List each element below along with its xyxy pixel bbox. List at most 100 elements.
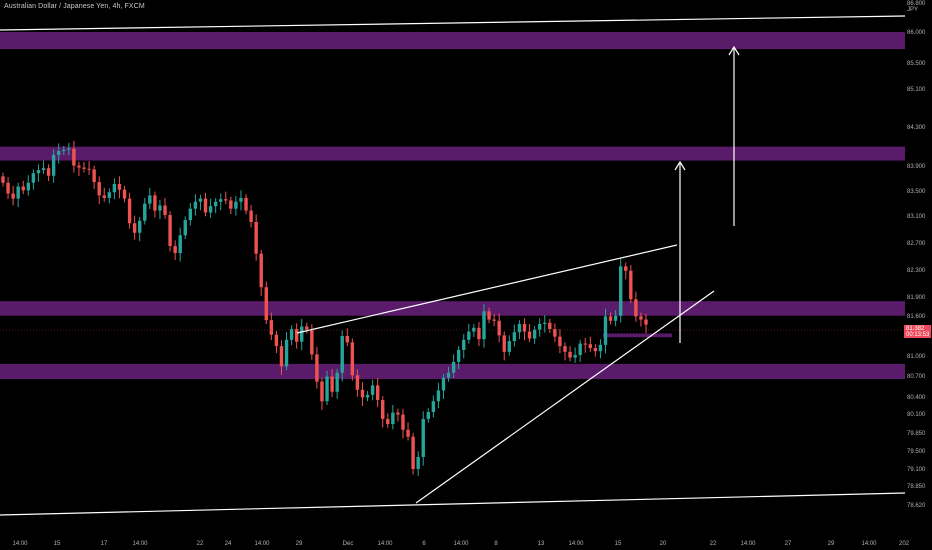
candle-108	[548, 318, 552, 333]
candle-body-50	[254, 222, 258, 254]
candle-113	[573, 347, 577, 363]
candle-body-123	[624, 266, 628, 271]
candle-47	[239, 190, 243, 211]
candle-body-102	[517, 323, 522, 333]
candle-body-59	[300, 326, 304, 342]
candle-16	[82, 161, 86, 173]
price-tick-8: 82.700	[907, 241, 926, 247]
candle-body-120	[608, 316, 613, 321]
candle-body-81	[411, 436, 415, 469]
candle-27	[138, 216, 142, 242]
candle-body-92	[467, 331, 471, 340]
candle-body-58	[294, 329, 299, 342]
candle-body-23	[117, 184, 122, 190]
candle-118	[598, 339, 603, 359]
time-tick-16: 20	[660, 541, 667, 547]
time-tick-5: 24	[225, 541, 232, 547]
candle-79	[401, 408, 405, 439]
candle-body-60	[305, 326, 309, 330]
last-price-value: 81.382	[906, 326, 925, 332]
candle-44	[224, 191, 228, 205]
candle-112	[568, 346, 572, 362]
candle-54	[274, 330, 279, 354]
currency-label: JPY	[907, 7, 919, 13]
candle-100	[507, 335, 511, 356]
candle-57	[289, 325, 294, 346]
candle-body-108	[548, 322, 552, 330]
candle-body-124	[629, 270, 633, 300]
candle-45	[229, 196, 233, 215]
candle-body-14	[72, 148, 76, 166]
candle-body-1	[6, 182, 10, 194]
candle-101	[512, 324, 517, 347]
candle-body-15	[77, 165, 81, 168]
candle-body-41	[208, 206, 213, 213]
candle-93	[472, 323, 476, 337]
candle-49	[249, 204, 253, 228]
candle-63	[320, 377, 324, 410]
candle-body-82	[416, 456, 420, 469]
candle-12	[62, 146, 66, 155]
candle-0	[1, 172, 5, 187]
candle-34	[173, 240, 177, 260]
candle-body-127	[644, 319, 648, 325]
candle-81	[411, 432, 415, 475]
candle-body-13	[67, 148, 71, 150]
price-tick-4: 84.300	[907, 125, 926, 131]
candle-38	[193, 194, 198, 216]
candle-body-39	[198, 198, 203, 202]
time-tick-8: Dec	[343, 541, 354, 547]
candle-125	[634, 291, 638, 322]
price-tick-11: 81.600	[907, 314, 926, 320]
candle-52	[264, 281, 268, 324]
supply-demand-zones	[0, 32, 905, 380]
candle-59	[300, 318, 304, 351]
candle-body-37	[188, 208, 193, 221]
candle-body-19	[97, 182, 101, 196]
candle-body-63	[320, 381, 324, 402]
candle-body-46	[234, 201, 238, 209]
candle-88	[446, 367, 451, 382]
candle-body-12	[62, 149, 66, 152]
candle-body-2	[11, 193, 15, 199]
candle-body-107	[543, 322, 547, 324]
candle-122	[618, 258, 623, 323]
candle-19	[97, 176, 101, 204]
candle-51	[259, 249, 263, 296]
candle-body-17	[87, 168, 91, 170]
candle-body-100	[507, 341, 511, 352]
price-tick-14: 80.400	[907, 395, 926, 401]
candle-91	[462, 334, 466, 359]
candle-50	[254, 214, 258, 261]
time-tick-2: 17	[101, 541, 108, 547]
zone-4	[603, 333, 672, 338]
time-tick-3: 14:00	[132, 541, 148, 547]
candle-body-78	[396, 412, 400, 415]
candle-body-74	[375, 385, 380, 400]
candle-71	[360, 382, 365, 406]
candle-body-110	[558, 336, 562, 347]
time-tick-13: 13	[538, 541, 545, 547]
candle-body-75	[381, 399, 385, 419]
candle-body-20	[102, 195, 106, 198]
candle-body-86	[436, 390, 441, 402]
candle-body-51	[259, 253, 263, 288]
candle-105	[532, 325, 537, 344]
candle-90	[456, 346, 461, 369]
time-axis[interactable]: 14:00 15 17 14:00 22 24 14:00 29 Dec 14:00 6 14:00 8…	[12, 541, 909, 547]
candle-body-125	[634, 299, 638, 317]
candle-77	[391, 405, 395, 430]
candle-32	[163, 197, 167, 219]
candle-6	[31, 169, 36, 190]
price-tick-10: 81.900	[907, 295, 926, 301]
time-tick-0: 14:00	[12, 541, 28, 547]
price-tick-15: 80.100	[907, 412, 926, 418]
price-tick-0: 86.800	[907, 1, 926, 7]
candle-body-93	[472, 327, 476, 332]
candle-2	[11, 185, 15, 206]
candlestick-series	[1, 140, 648, 476]
candle-body-29	[148, 195, 152, 204]
price-axis[interactable]: 86.800 86.000 85.500 85.100 84.300 83.900 83.5…	[907, 1, 926, 509]
